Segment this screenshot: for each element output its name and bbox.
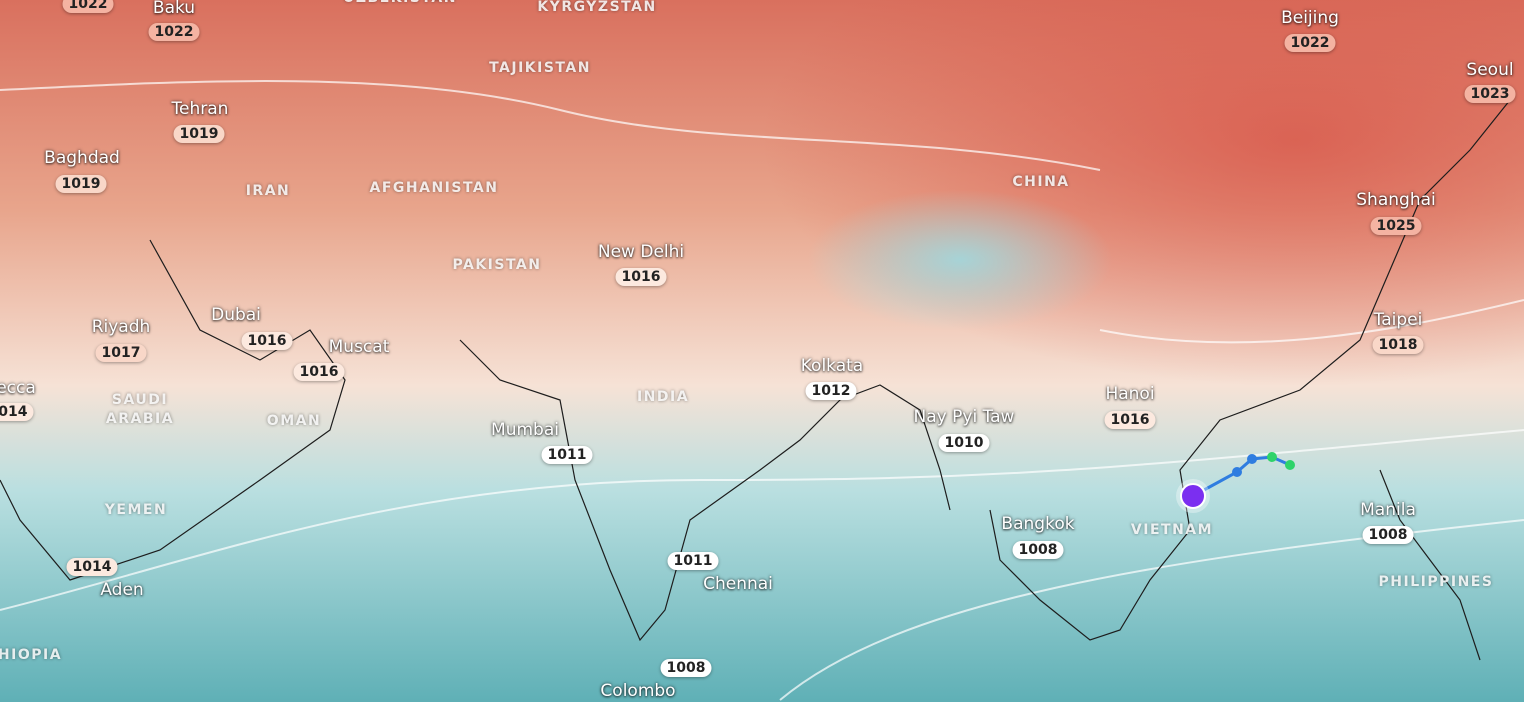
city-name: Aden: [100, 580, 144, 600]
city-name: Kolkata: [800, 356, 864, 376]
city-name: Chennai: [703, 574, 773, 594]
country-label: SAUDI: [111, 392, 169, 408]
city-name: Riyadh: [91, 317, 151, 337]
city-name: Dubai: [211, 305, 261, 325]
city-name: Colombo: [600, 681, 676, 701]
city-name: Bangkok: [1001, 514, 1075, 534]
city-name: Baghdad: [44, 148, 120, 168]
country-label: VIETNAM: [1130, 522, 1214, 538]
country-label: TAJIKISTAN: [489, 60, 591, 76]
country-label: HIOPIA: [0, 647, 63, 663]
city-name: Muscat: [328, 337, 390, 357]
pressure-badge: 1022: [148, 23, 200, 41]
city-name: Taipei: [1373, 310, 1423, 330]
country-label: ARABIA: [105, 411, 175, 427]
pressure-badge: 1011: [541, 446, 593, 464]
pressure-badge: 1018: [1372, 336, 1424, 354]
pressure-badge: 1017: [95, 344, 147, 362]
country-label: IRAN: [245, 183, 291, 199]
pressure-badge: 1014: [66, 558, 118, 576]
pressure-badge: 1008: [1012, 541, 1064, 559]
country-label: PAKISTAN: [452, 257, 542, 273]
country-label: CHINA: [1012, 174, 1070, 190]
city-name: Manila: [1360, 500, 1416, 520]
pressure-badge: 1016: [293, 363, 345, 381]
pressure-badge: 1016: [241, 332, 293, 350]
city-name: Seoul: [1466, 60, 1514, 80]
pressure-badge: 1023: [1464, 85, 1516, 103]
country-label: OMAN: [266, 413, 322, 429]
pressure-badge: 1016: [1104, 411, 1156, 429]
storm-track: [1176, 452, 1295, 513]
city-name: Mumbai: [491, 420, 559, 440]
pressure-badge: 1019: [173, 125, 225, 143]
city-name: Hanoi: [1105, 384, 1155, 404]
pressure-badge: 1008: [1362, 526, 1414, 544]
pressure-badge: 1022: [1284, 34, 1336, 52]
city-name: Baku: [152, 0, 196, 18]
city-name: Shanghai: [1356, 190, 1436, 210]
pressure-badge: 1011: [667, 552, 719, 570]
pressure-badge: 1016: [615, 268, 667, 286]
country-label: INDIA: [636, 389, 690, 405]
pressure-badge: 1025: [1370, 217, 1422, 235]
pressure-badge: 1008: [660, 659, 712, 677]
pressure-badge: 1012: [805, 382, 857, 400]
city-name: Nay Pyi Taw: [913, 407, 1015, 427]
country-label: UZBEKISTAN: [343, 0, 457, 6]
city-name: Beijing: [1281, 8, 1339, 28]
pressure-badge: 1010: [938, 434, 990, 452]
city-name: New Delhi: [597, 242, 685, 262]
country-label: PHILIPPINES: [1378, 574, 1494, 590]
country-label: AFGHANISTAN: [369, 180, 499, 196]
pressure-badge: 1014: [0, 403, 34, 421]
country-label: YEMEN: [104, 502, 168, 518]
country-label: KYRGYZSTAN: [537, 0, 657, 15]
city-name: Tehran: [171, 99, 229, 119]
city-name: ecca: [0, 378, 36, 398]
pressure-badge: 1019: [55, 175, 107, 193]
pressure-badge: 1022: [62, 0, 114, 13]
